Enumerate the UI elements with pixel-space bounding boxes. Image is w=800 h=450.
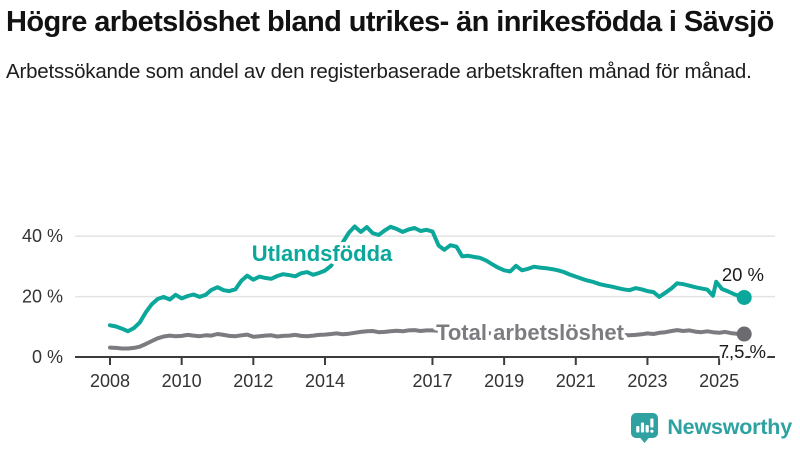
x-tick-label-2025: 2025 [699,371,739,391]
x-tick-label-2023: 2023 [627,371,667,391]
series-line-utlandsfodda [108,224,747,334]
series-label-utlandsfodda: Utlandsfödda [252,241,393,266]
x-tick-label-2012: 2012 [233,371,273,391]
series-endpoint-dot-total [736,326,752,342]
x-tick-label-2021: 2021 [556,371,596,391]
x-tick-label-2014: 2014 [305,371,345,391]
y-tick-label-0: 0 % [32,347,63,367]
y-tick-label-40: 40 % [22,226,63,246]
x-tick-label-2008: 2008 [90,371,130,391]
x-tick-label-2010: 2010 [162,371,202,391]
end-value-label-total: 7,5 % [719,341,766,362]
x-tick-label-2019: 2019 [484,371,524,391]
chart-subtitle: Arbetssökande som andel av den registerb… [6,60,752,84]
chart-header: Högre arbetslöshet bland utrikes- än inr… [6,4,786,88]
end-value-label-utlandsfodda: 20 % [722,264,764,285]
series-line-total [108,328,747,351]
newsworthy-logo-icon [631,413,659,443]
newsworthy-logo-text: Newsworthy [667,414,792,439]
newsworthy-logo[interactable]: Newsworthy [629,410,792,444]
chart-title: Högre arbetslöshet bland utrikes- än inr… [6,6,774,38]
y-tick-label-20: 20 % [22,287,63,307]
series-endpoint-dot-utlandsfodda [736,289,752,305]
series-label-total: Total arbetslöshet [436,320,625,345]
x-tick-label-2017: 2017 [412,371,452,391]
